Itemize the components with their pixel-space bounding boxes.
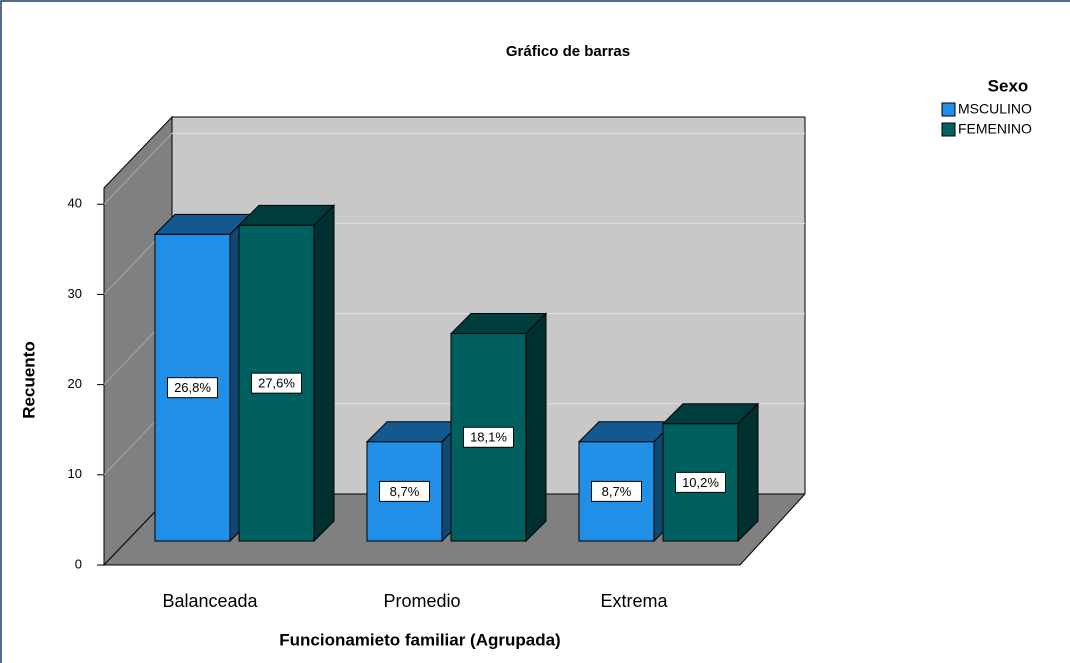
data-label-box [251,372,302,394]
data-label: 8,7% [602,484,632,499]
legend-swatch [941,102,956,117]
y-tick-label: 10 [68,466,82,481]
data-label: 27,6% [258,376,295,391]
grid-line [103,132,173,205]
mask [805,100,1070,500]
data-label-box [591,480,642,502]
x-tick-label: Promedio [383,591,460,611]
bar-side [313,204,335,543]
data-label-box [463,426,514,448]
x-tick-label: Extrema [600,591,668,611]
data-label-box [379,480,430,502]
bar-side [525,312,547,543]
data-label-box [675,471,726,493]
legend-swatch [941,122,956,137]
data-label: 10,2% [682,475,719,490]
y-tick-label: 30 [68,286,82,301]
bar-side [737,402,759,543]
chart-title: Gráfico de barras [506,43,630,60]
y-tick-label: 40 [68,196,82,211]
legend-label: FEMENINO [958,121,1032,137]
data-label: 8,7% [390,484,420,499]
legend-label: MSCULINO [958,101,1032,117]
x-tick-label: Balanceada [162,591,258,611]
x-axis-title: Funcionamieto familiar (Agrupada) [279,630,560,649]
y-tick-label: 20 [68,376,82,391]
data-label-box [167,377,218,399]
data-label: 18,1% [470,430,507,445]
data-label: 26,8% [174,380,211,395]
y-tick-label: 0 [75,556,82,571]
y-axis-title: Recuento [19,341,38,418]
legend-title: Sexo [988,76,1029,95]
